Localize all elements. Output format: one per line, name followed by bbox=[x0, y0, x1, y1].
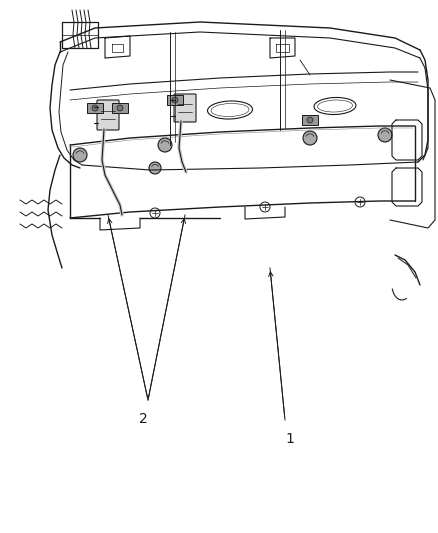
FancyBboxPatch shape bbox=[97, 100, 119, 130]
Text: 1: 1 bbox=[286, 432, 294, 446]
Bar bbox=[112, 103, 128, 113]
Circle shape bbox=[149, 162, 161, 174]
Bar bbox=[87, 103, 103, 113]
Circle shape bbox=[378, 128, 392, 142]
Circle shape bbox=[158, 138, 172, 152]
Circle shape bbox=[92, 105, 98, 111]
Text: 2: 2 bbox=[138, 412, 147, 426]
FancyBboxPatch shape bbox=[174, 94, 196, 122]
Circle shape bbox=[307, 117, 313, 123]
Circle shape bbox=[73, 148, 87, 162]
Circle shape bbox=[117, 105, 123, 111]
Circle shape bbox=[172, 97, 178, 103]
Bar bbox=[302, 115, 318, 125]
Bar bbox=[167, 95, 183, 105]
Circle shape bbox=[303, 131, 317, 145]
